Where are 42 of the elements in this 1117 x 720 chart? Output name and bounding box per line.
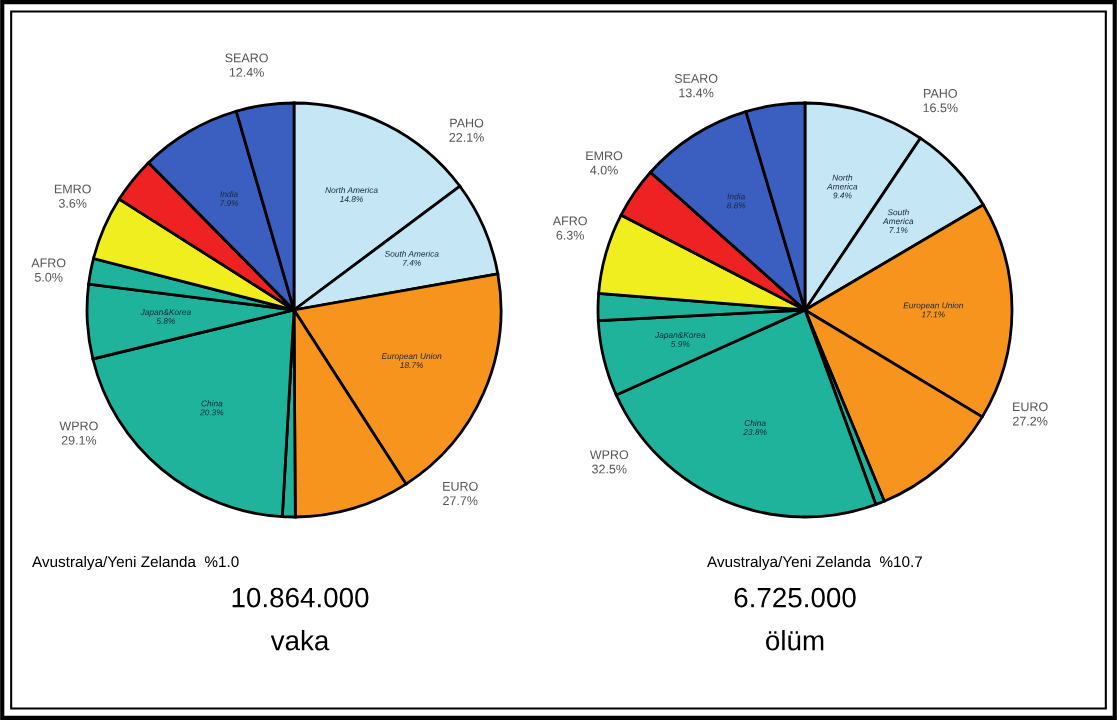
slice-label: South America <box>882 209 914 225</box>
text: PAHO 22.1% <box>449 118 484 142</box>
slice-label: North America <box>325 186 378 194</box>
text: WPRO 29.1% <box>59 421 98 445</box>
text: EURO 27.7% <box>443 481 478 506</box>
slice-label: Japan&Korea <box>654 332 706 340</box>
slice-label: European Union <box>903 302 964 310</box>
slice-label: India <box>727 193 745 200</box>
text: SEARO 13.4% <box>674 74 718 98</box>
text: 6.725.000 <box>734 587 856 608</box>
slice-label: European Union <box>381 352 442 361</box>
slice-label: India <box>220 190 238 198</box>
data-label: 23.8% <box>743 429 767 435</box>
text: AFRO 6.3% <box>552 216 587 240</box>
data-label: 17.1% <box>921 311 945 318</box>
data-label: 5.9% <box>670 341 690 347</box>
text: SEARO 12.4% <box>225 53 268 77</box>
text: Avustralya/Yeni Zelanda %10.7 <box>707 555 922 571</box>
data-label: 7.4% <box>403 259 421 266</box>
data-label: 9.4% <box>833 192 852 199</box>
data-label: 18.7% <box>400 362 424 369</box>
text: ölüm <box>766 630 824 651</box>
text: vaka <box>270 630 330 651</box>
data-label: 8.8% <box>726 202 746 209</box>
text: 10.864.000 <box>232 587 369 608</box>
slice-label: China <box>201 400 223 407</box>
text: PAHO 16.5% <box>923 88 958 113</box>
slice-label: Japan&Korea <box>140 309 191 317</box>
data-label: 14.8% <box>339 196 363 203</box>
slice-label: South America <box>384 250 439 257</box>
text: EMRO 3.6% <box>54 184 91 208</box>
text: AFRO 5.0% <box>31 258 66 282</box>
text: Avustralya/Yeni Zelanda %1.0 <box>32 555 239 571</box>
data-label: 7.9% <box>220 200 239 207</box>
text: EMRO 4.0% <box>586 151 623 175</box>
text: EURO 27.2% <box>1013 402 1048 426</box>
slice-label: China <box>744 419 766 426</box>
text: WPRO 32.5% <box>589 450 629 474</box>
data-label: 7.1% <box>889 227 908 234</box>
data-label: 5.8% <box>156 318 175 324</box>
slice-label: North America <box>826 174 858 190</box>
data-label: 20.3% <box>200 409 224 416</box>
